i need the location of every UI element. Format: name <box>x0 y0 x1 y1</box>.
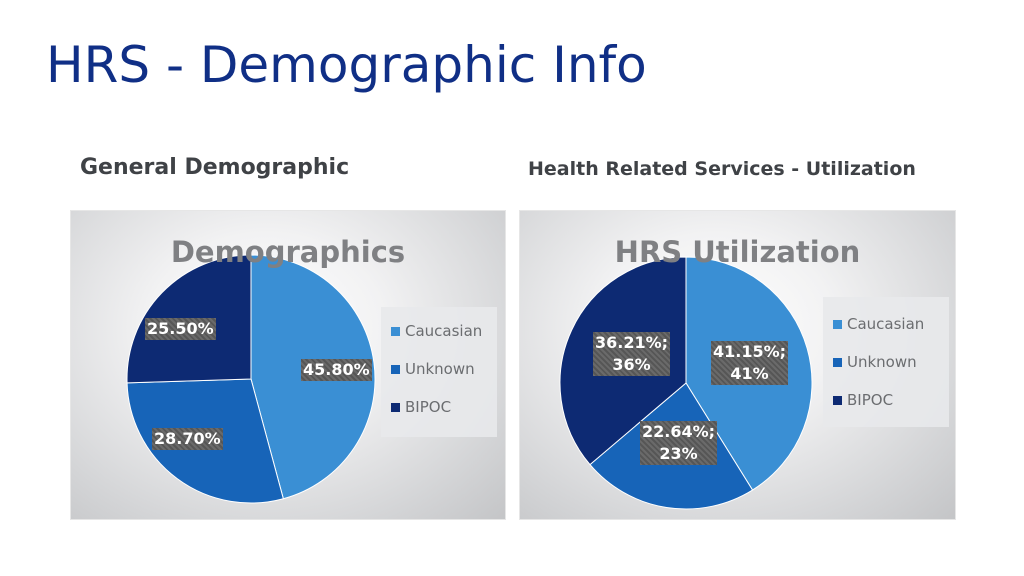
data-label-caucasian: 41.15%; 41% <box>711 341 789 385</box>
data-label-unknown-rounded: 23% <box>659 444 698 463</box>
legend-item-unknown: Unknown <box>391 359 475 379</box>
data-label-bipoc: 36.21%; 36% <box>593 332 671 376</box>
hrs-utilization-legend: Caucasian Unknown BIPOC <box>823 297 949 427</box>
legend-swatch-caucasian <box>833 319 842 329</box>
data-label-bipoc-rounded: 36% <box>612 355 651 374</box>
legend-swatch-caucasian <box>391 326 400 336</box>
legend-label-bipoc: BIPOC <box>847 391 894 409</box>
legend-item-caucasian: Caucasian <box>391 321 482 341</box>
legend-swatch-bipoc <box>391 402 400 412</box>
legend-item-bipoc: BIPOC <box>833 390 893 410</box>
data-label-caucasian: 45.80% <box>301 359 372 381</box>
data-label-caucasian-rounded: 41% <box>730 364 769 383</box>
legend-swatch-unknown <box>833 357 842 367</box>
legend-label-caucasian: Caucasian <box>847 315 925 333</box>
legend-item-unknown: Unknown <box>833 352 917 372</box>
legend-label-unknown: Unknown <box>405 360 475 378</box>
hrs-utilization-subtitle: Health Related Services - Utilization <box>528 158 916 180</box>
legend-swatch-bipoc <box>833 395 842 405</box>
hrs-utilization-chart-panel: HRS Utilization Caucasian Unknown BIPOC … <box>519 210 956 520</box>
data-label-bipoc: 25.50% <box>145 318 216 340</box>
legend-item-caucasian: Caucasian <box>833 314 924 334</box>
legend-label-caucasian: Caucasian <box>405 322 483 340</box>
data-label-unknown-pct: 22.64%; <box>642 422 716 441</box>
data-label-caucasian-pct: 41.15%; <box>713 342 787 361</box>
demographics-chart-title: Demographics <box>170 235 406 269</box>
legend-swatch-unknown <box>391 364 400 374</box>
legend-label-bipoc: BIPOC <box>405 398 452 416</box>
data-label-unknown: 28.70% <box>152 428 223 450</box>
slide-title: HRS - Demographic Info <box>46 36 647 94</box>
demographics-chart-panel: Demographics Caucasian Unknown BIPOC 45.… <box>70 210 506 520</box>
hrs-utilization-chart-title: HRS Utilization <box>614 235 861 269</box>
demographics-legend: Caucasian Unknown BIPOC <box>381 307 497 437</box>
legend-item-bipoc: BIPOC <box>391 397 451 417</box>
general-demographic-subtitle: General Demographic <box>80 155 350 180</box>
data-label-unknown: 22.64%; 23% <box>640 421 718 465</box>
legend-label-unknown: Unknown <box>847 353 917 371</box>
data-label-bipoc-pct: 36.21%; <box>595 333 669 352</box>
